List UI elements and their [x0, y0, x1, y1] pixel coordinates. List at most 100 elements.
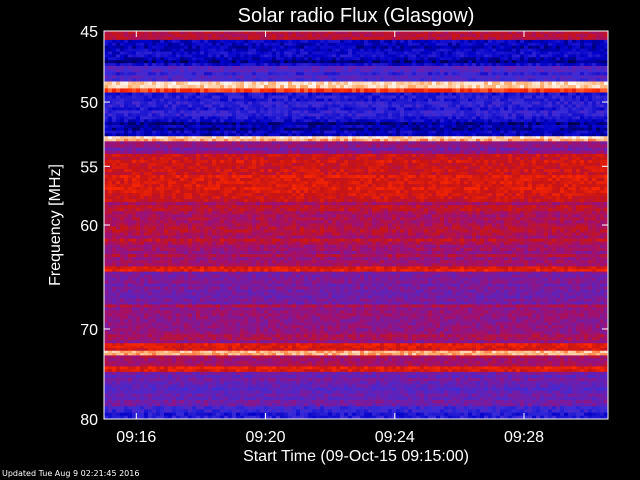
heatmap-cell [252, 141, 257, 145]
heatmap-cell [232, 60, 237, 64]
heatmap-cell [120, 130, 125, 134]
heatmap-cell [140, 69, 145, 73]
heatmap-cell [388, 51, 393, 55]
heatmap-cell [456, 122, 461, 126]
heatmap-cell [304, 119, 309, 123]
heatmap-cell [232, 78, 237, 82]
heatmap-cell [524, 138, 529, 142]
heatmap-cell [340, 75, 345, 79]
heatmap-cell [304, 81, 309, 86]
heatmap-cell [244, 51, 249, 55]
heatmap-cell [240, 130, 245, 134]
heatmap-cell [280, 107, 285, 111]
heatmap-cell [452, 116, 457, 120]
heatmap-cell [580, 92, 585, 96]
heatmap-cell [500, 51, 505, 55]
heatmap-cell [424, 110, 429, 114]
heatmap-cell [280, 60, 285, 64]
heatmap-cell [384, 116, 389, 120]
heatmap-cell [380, 98, 385, 102]
heatmap-cell [272, 136, 277, 140]
heatmap-cell [392, 63, 397, 67]
heatmap-cell [196, 122, 201, 126]
heatmap-cell [372, 147, 377, 152]
heatmap-cell [280, 104, 285, 108]
heatmap-cell [536, 81, 541, 86]
heatmap-cell [560, 116, 565, 120]
heatmap-cell [572, 138, 577, 142]
heatmap-cell [516, 54, 521, 58]
heatmap-cell [516, 122, 521, 126]
heatmap-cell [464, 136, 469, 140]
heatmap-cell [428, 31, 433, 35]
heatmap-cell [520, 60, 525, 64]
heatmap-cell [516, 75, 521, 79]
heatmap-cell [344, 138, 349, 142]
heatmap-cell [420, 81, 425, 86]
heatmap-cell [480, 104, 485, 108]
heatmap-cell [512, 72, 517, 76]
heatmap-cell [468, 33, 473, 38]
heatmap-cell [472, 98, 477, 102]
heatmap-cell [256, 113, 261, 117]
heatmap-cell [376, 116, 381, 120]
heatmap-cell [468, 63, 473, 67]
heatmap-cell [368, 31, 373, 35]
heatmap-cell [492, 66, 497, 70]
heatmap-cell [244, 45, 249, 50]
heatmap-cell [560, 75, 565, 79]
heatmap-cell [492, 72, 497, 76]
heatmap-cell [168, 136, 173, 140]
heatmap-cell [392, 113, 397, 117]
heatmap-cell [132, 119, 137, 123]
heatmap-cell [552, 119, 557, 123]
heatmap-cell [348, 48, 353, 52]
heatmap-cell [408, 36, 413, 41]
heatmap-cell [400, 144, 405, 149]
heatmap-cell [224, 92, 229, 96]
heatmap-cell [416, 122, 421, 126]
heatmap-cell [112, 39, 117, 44]
heatmap-cell [452, 48, 457, 52]
heatmap-cell [484, 54, 489, 58]
heatmap-cell [548, 124, 553, 129]
heatmap-cell [448, 138, 453, 142]
heatmap-cell [260, 63, 265, 67]
heatmap-cell [168, 130, 173, 134]
heatmap-cell [320, 107, 325, 111]
heatmap-cell [380, 116, 385, 120]
heatmap-cell [176, 48, 181, 52]
heatmap-cell [368, 84, 373, 89]
heatmap-cell [572, 69, 577, 73]
heatmap-cell [284, 54, 289, 58]
heatmap-cell [380, 130, 385, 134]
heatmap-cell [176, 72, 181, 76]
heatmap-cell [236, 31, 241, 35]
heatmap-cell [248, 57, 253, 61]
heatmap-cell [596, 113, 601, 117]
heatmap-cell [212, 81, 217, 86]
heatmap-cell [320, 51, 325, 55]
heatmap-cell [236, 36, 241, 41]
heatmap-cell [568, 136, 573, 140]
heatmap-cell [288, 124, 293, 129]
heatmap-cell [548, 48, 553, 52]
heatmap-cell [368, 119, 373, 123]
heatmap-cell [300, 110, 305, 114]
heatmap-cell [316, 144, 321, 149]
heatmap-cell [268, 45, 273, 50]
heatmap-cell [504, 51, 509, 55]
heatmap-cell [332, 107, 337, 111]
heatmap-cell [536, 60, 541, 64]
heatmap-cell [232, 122, 237, 126]
heatmap-cell [472, 51, 477, 55]
heatmap-cell [476, 39, 481, 44]
heatmap-cell [396, 84, 401, 89]
heatmap-cell [492, 101, 497, 105]
heatmap-cell [420, 66, 425, 70]
heatmap-cell [164, 101, 169, 105]
heatmap-cell [560, 84, 565, 89]
heatmap-cell [164, 116, 169, 120]
heatmap-cell [488, 31, 493, 35]
heatmap-cell [420, 72, 425, 76]
